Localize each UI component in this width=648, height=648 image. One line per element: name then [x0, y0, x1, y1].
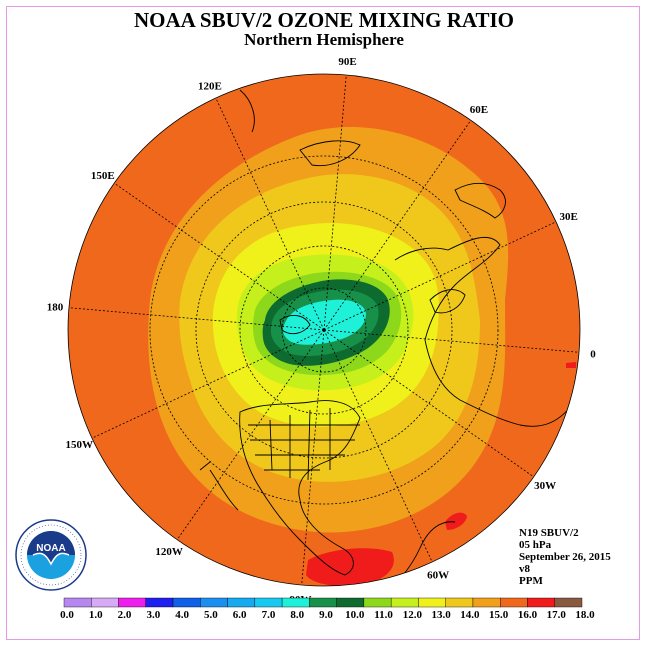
longitude-label: 0	[590, 349, 596, 361]
longitude-label: 120W	[155, 546, 183, 558]
graticule	[149, 155, 499, 505]
meridian-line	[323, 329, 433, 563]
noaa-logo: NOAA	[14, 518, 88, 592]
meridian-line	[323, 74, 347, 331]
band-7-8	[283, 299, 366, 345]
band-16-17-south	[306, 548, 394, 586]
units-label: PPM	[519, 575, 543, 587]
band-16-17-edge	[566, 362, 576, 368]
meridian-line	[323, 120, 472, 331]
date-label: September 26, 2015	[519, 551, 611, 563]
longitude-label: 30W	[534, 480, 556, 492]
meridian-line	[68, 307, 325, 331]
map-title: NOAA SBUV/2 OZONE MIXING RATIO	[134, 8, 514, 32]
ozone-field	[68, 74, 580, 586]
longitude-label: 30E	[560, 211, 578, 223]
instrument-label: N19 SBUV/2	[519, 527, 579, 539]
meridian-line	[215, 97, 325, 331]
pressure-level: 05 hPa	[519, 539, 552, 551]
longitude-label: 90E	[338, 56, 356, 68]
band-16-17-east	[445, 512, 467, 530]
figure-frame	[6, 6, 640, 640]
longitude-label: 120E	[198, 80, 222, 92]
map-boundary	[67, 73, 581, 587]
map-subtitle: Northern Hemisphere	[244, 30, 404, 49]
meridian-line	[323, 221, 557, 331]
meridian-line	[114, 182, 325, 331]
meridian-line	[176, 329, 325, 540]
product-info: N19 SBUV/2 05 hPa September 26, 2015 v8 …	[519, 527, 611, 587]
logo-text: NOAA	[36, 543, 65, 554]
coastlines	[199, 89, 573, 586]
longitude-label: 180	[47, 301, 64, 313]
meridian-line	[91, 329, 325, 439]
longitude-label: 60W	[427, 570, 449, 582]
meridian-line	[301, 329, 325, 586]
version-label: v8	[519, 563, 530, 575]
meridian-line	[323, 329, 580, 353]
meridian-line	[323, 329, 534, 478]
longitude-label: 150W	[66, 439, 94, 451]
longitude-label: 90W	[289, 594, 311, 606]
longitude-label: 150E	[91, 170, 115, 182]
longitude-label: 60E	[470, 104, 488, 116]
meridians	[68, 74, 580, 586]
